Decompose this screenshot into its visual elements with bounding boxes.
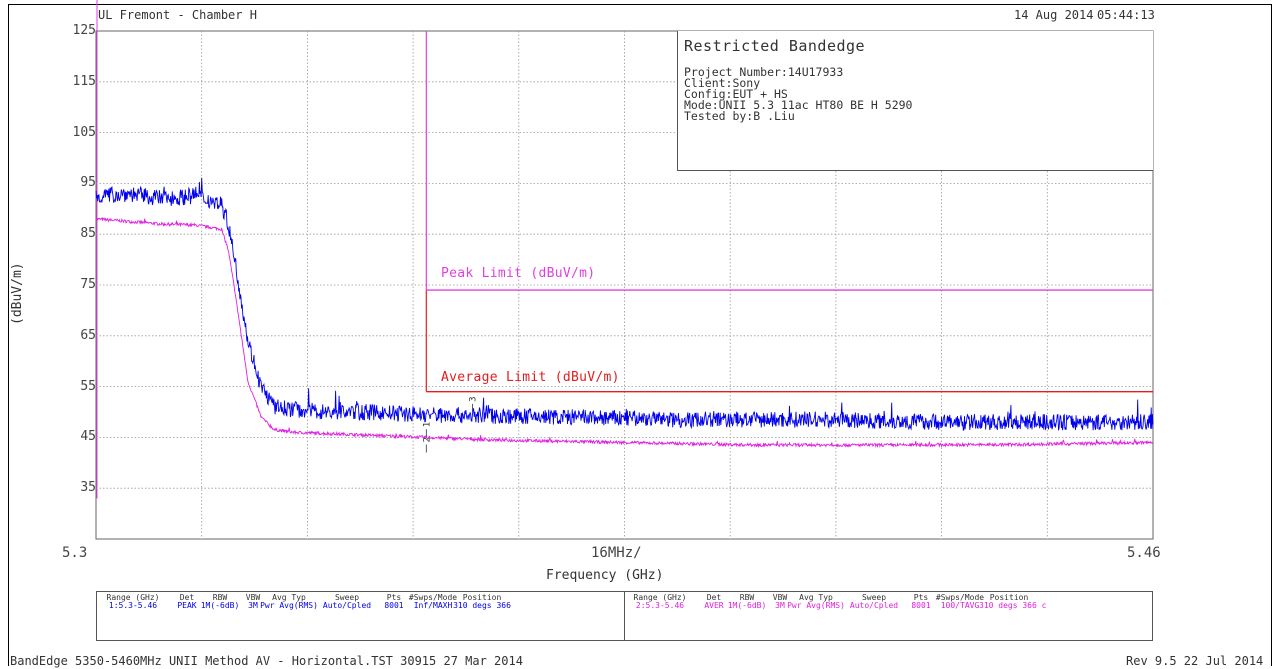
x-tick-end: 5.46 — [1127, 545, 1161, 561]
settings-value: 310 degs 366 c — [979, 601, 1047, 610]
settings-value: AVER — [704, 601, 724, 610]
settings-header: Position — [462, 593, 502, 602]
marker-1: 1 — [422, 422, 432, 427]
y-tick-label: 125 — [72, 23, 96, 38]
mode: Mode:UNII 5.3 11ac HT80 BE H 5290 — [684, 98, 913, 112]
settings-right-column: Sweep Auto/Cpled — [844, 594, 904, 610]
peak-trace — [95, 177, 1154, 432]
settings-right-column: Range (GHz) 2:5.3-5.46 — [630, 594, 690, 610]
settings-header: Range (GHz) — [633, 593, 687, 602]
settings-right-column: RBW 1M(-6dB) — [717, 594, 777, 610]
settings-value: 1:5.3-5.46 — [108, 601, 158, 610]
x-span-label: 16MHz/ — [591, 545, 642, 561]
settings-value: 100/TAVG — [940, 601, 980, 610]
markers: 1 2 3 — [422, 396, 479, 453]
settings-left-column: #Swps/Mode Inf/MAXH — [403, 594, 463, 610]
tested-by: Tested by:B .Liu — [684, 109, 795, 123]
traces — [95, 177, 1154, 449]
footer-test-file: BandEdge 5350-5460MHz UNII Method AV - H… — [10, 654, 523, 668]
x-axis-title: Frequency (GHz) — [546, 568, 664, 583]
settings-value: 1M(-6dB) — [200, 601, 240, 610]
settings-value: Pwr Avg(RMS) — [260, 601, 318, 610]
settings-right-column: VBW 3M — [750, 594, 810, 610]
y-tick-label: 45 — [80, 429, 96, 445]
header-date: 14 Aug 2014 — [1014, 8, 1094, 22]
settings-header: VBW — [245, 593, 261, 602]
settings-header: #Swps/Mode — [935, 593, 985, 602]
y-tick-label: 115 — [72, 73, 96, 89]
settings-header: Avg Typ — [272, 593, 306, 602]
settings-left-column: Sweep Auto/Cpled — [317, 594, 377, 610]
settings-header: Sweep — [861, 593, 887, 602]
settings-header: RBW — [212, 593, 228, 602]
marker-3: 3 — [469, 396, 479, 401]
y-tick-label: 85 — [80, 226, 96, 242]
settings-right-column: Avg Typ Pwr Avg(RMS) — [786, 594, 846, 610]
average-trace — [95, 217, 1154, 449]
settings-header: Sweep — [334, 593, 360, 602]
marker-2: 2 — [422, 437, 432, 442]
settings-value: Auto/Cpled — [322, 601, 372, 610]
project-number: Project Number:14U17933 — [684, 65, 844, 79]
settings-header: Avg Typ — [799, 593, 833, 602]
settings-table: Range (GHz) 1:5.3-5.46 Det PEAK RBW 1M(-6dB) V… — [96, 591, 1153, 641]
settings-value: Pwr Avg(RMS) — [787, 601, 845, 610]
settings-value: 2:5.3-5.46 — [635, 601, 685, 610]
info-title: Restricted Bandedge — [684, 37, 866, 55]
settings-header: Pts — [386, 593, 402, 602]
y-tick-label: 55 — [80, 378, 96, 394]
average-limit-label: Average Limit (dBuV/m) — [441, 370, 620, 385]
settings-value: 1M(-6dB) — [727, 601, 767, 610]
settings-value: 3M — [248, 601, 258, 610]
settings-divider — [624, 592, 625, 640]
y-axis-title: (dBuV/m) — [10, 262, 25, 325]
settings-value: 8001 — [911, 601, 931, 610]
settings-left-column: Pts 8001 — [364, 594, 424, 610]
settings-left-column: Avg Typ Pwr Avg(RMS) — [259, 594, 319, 610]
settings-header: Det — [179, 593, 195, 602]
settings-left-column: Position 310 degs 366 — [452, 594, 512, 610]
settings-right-column: Pts 8001 — [891, 594, 951, 610]
x-tick-start: 5.3 — [62, 545, 88, 561]
settings-right-column: Det AVER — [684, 594, 744, 610]
peak-limit-label: Peak Limit (dBuV/m) — [441, 266, 596, 281]
settings-header: Pts — [913, 593, 929, 602]
footer-revision: Rev 9.5 22 Jul 2014 — [1126, 654, 1264, 668]
settings-header: Position — [989, 593, 1029, 602]
settings-value: 8001 — [384, 601, 404, 610]
y-tick-label: 65 — [80, 327, 96, 343]
y-tick-label: 75 — [80, 277, 96, 292]
settings-value: PEAK — [177, 601, 197, 610]
y-tick-label: 35 — [80, 480, 96, 496]
site-title: UL Fremont - Chamber H — [98, 8, 257, 22]
settings-left-column: Range (GHz) 1:5.3-5.46 — [103, 594, 163, 610]
settings-value: Inf/MAXH — [413, 601, 453, 610]
limit-lines — [96, 0, 1153, 499]
settings-left-column: RBW 1M(-6dB) — [190, 594, 250, 610]
settings-right-column: #Swps/Mode 100/TAVG — [930, 594, 990, 610]
y-tick-label: 95 — [80, 175, 96, 191]
settings-header: Det — [706, 593, 722, 602]
settings-header: #Swps/Mode — [408, 593, 458, 602]
settings-header: Range (GHz) — [106, 593, 160, 602]
settings-left-column: Det PEAK — [157, 594, 217, 610]
client: Client:Sony — [684, 76, 761, 90]
y-tick-label: 105 — [72, 124, 96, 140]
header-time: 05:44:13 — [1097, 8, 1155, 22]
config: Config:EUT + HS — [684, 87, 788, 101]
settings-value: Auto/Cpled — [849, 601, 899, 610]
plot-frame — [8, 4, 1272, 666]
settings-right-column: Position 310 degs 366 c — [979, 593, 1047, 610]
settings-value: 3M — [775, 601, 785, 610]
settings-header: VBW — [772, 593, 788, 602]
settings-value: 310 degs 366 — [453, 601, 511, 610]
info-box: Restricted Bandedge Project Number:14U17… — [677, 31, 1153, 171]
settings-header: RBW — [739, 593, 755, 602]
settings-left-column: VBW 3M — [223, 594, 283, 610]
